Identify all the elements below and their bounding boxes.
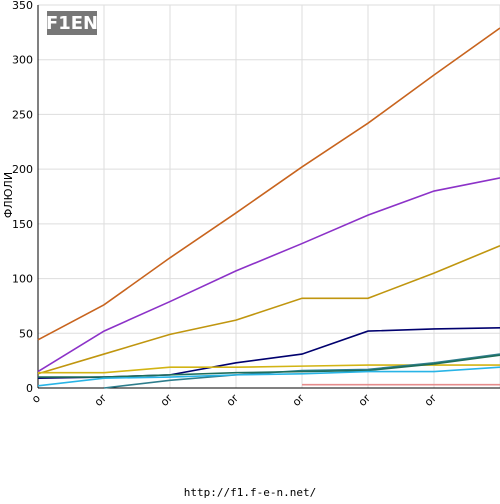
- y-axis-label: ФЛЮЛИ: [2, 172, 15, 218]
- line-series: [103, 353, 500, 389]
- y-tick-label: 150: [12, 218, 33, 231]
- line-series: [37, 27, 500, 341]
- y-tick-label: 0: [26, 382, 33, 395]
- y-tick-label: 300: [12, 54, 33, 67]
- logo: F1EN: [46, 13, 98, 34]
- y-tick-label: 100: [12, 273, 33, 286]
- y-tick-label: 250: [12, 108, 33, 121]
- footer: http://f1.f-e-n.net/: [184, 486, 316, 499]
- logo-box: F1EN: [46, 11, 98, 35]
- logo-bg: [47, 11, 97, 35]
- line-series: [37, 245, 500, 375]
- line-series: [38, 354, 500, 378]
- y-tick-label: 200: [12, 163, 33, 176]
- y-tick-label: 50: [19, 327, 33, 340]
- line-series: [37, 366, 500, 387]
- y-tick-label: 350: [12, 0, 33, 12]
- line-series: [37, 177, 500, 373]
